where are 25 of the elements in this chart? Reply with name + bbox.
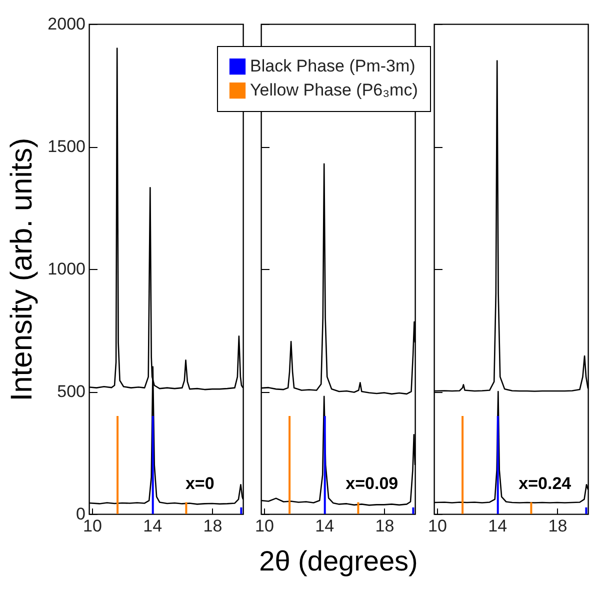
bar [152, 416, 154, 514]
legend-label: Yellow Phase (P6₃mc) [250, 80, 418, 100]
y-tick-label: 500 [57, 382, 86, 401]
bar [240, 507, 242, 514]
y-tick-label: 0 [76, 504, 86, 524]
x-tick-label: 14 [488, 516, 508, 536]
x-tick-label: 10 [428, 516, 447, 536]
bar [185, 502, 188, 514]
x-tick-label: 18 [375, 516, 394, 536]
y-axis-title: Intensity (arb. units) [6, 138, 39, 402]
y-tick-label: 1000 [48, 260, 86, 278]
x-axis-title: 2θ (degrees) [259, 546, 418, 576]
y-tick-label: 1500 [48, 137, 86, 156]
x-tick-label: 18 [203, 516, 222, 536]
x-tick-label: 14 [143, 516, 162, 536]
y-tick-label: 2000 [48, 14, 86, 34]
x-tick-label: 14 [315, 516, 334, 536]
bar [116, 416, 119, 514]
annotation: x=0.24 [518, 474, 572, 493]
x-tick-label: 10 [255, 516, 274, 536]
legend-label: Black Phase (Pm-3m) [250, 56, 416, 76]
annotation: x=0.09 [346, 474, 398, 493]
x-tick-label: 10 [83, 516, 102, 536]
annotation: x=0 [185, 474, 214, 493]
x-tick-label: 18 [548, 516, 568, 536]
